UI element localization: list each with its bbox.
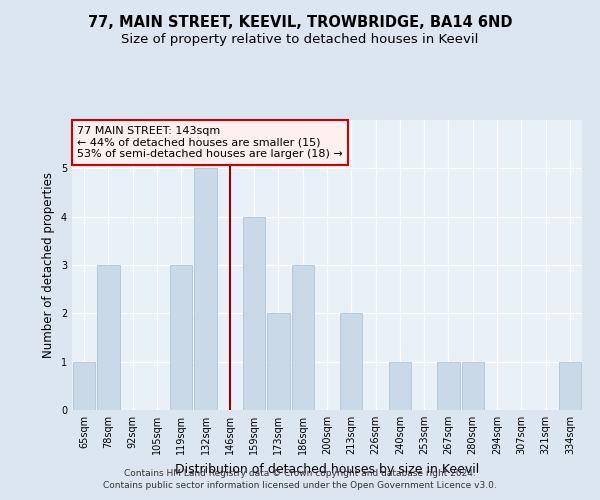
- Bar: [97, 265, 119, 410]
- Bar: [170, 265, 193, 410]
- Text: Size of property relative to detached houses in Keevil: Size of property relative to detached ho…: [121, 32, 479, 46]
- Y-axis label: Number of detached properties: Number of detached properties: [43, 172, 55, 358]
- Bar: [437, 362, 460, 410]
- Bar: [73, 362, 95, 410]
- Text: 77, MAIN STREET, KEEVIL, TROWBRIDGE, BA14 6ND: 77, MAIN STREET, KEEVIL, TROWBRIDGE, BA1…: [88, 15, 512, 30]
- Bar: [243, 216, 265, 410]
- Bar: [194, 168, 217, 410]
- Bar: [559, 362, 581, 410]
- Bar: [389, 362, 411, 410]
- Text: Contains HM Land Registry data © Crown copyright and database right 2024.
Contai: Contains HM Land Registry data © Crown c…: [103, 468, 497, 490]
- X-axis label: Distribution of detached houses by size in Keevil: Distribution of detached houses by size …: [175, 462, 479, 475]
- Bar: [292, 265, 314, 410]
- Bar: [461, 362, 484, 410]
- Text: 77 MAIN STREET: 143sqm
← 44% of detached houses are smaller (15)
53% of semi-det: 77 MAIN STREET: 143sqm ← 44% of detached…: [77, 126, 343, 159]
- Bar: [340, 314, 362, 410]
- Bar: [267, 314, 290, 410]
